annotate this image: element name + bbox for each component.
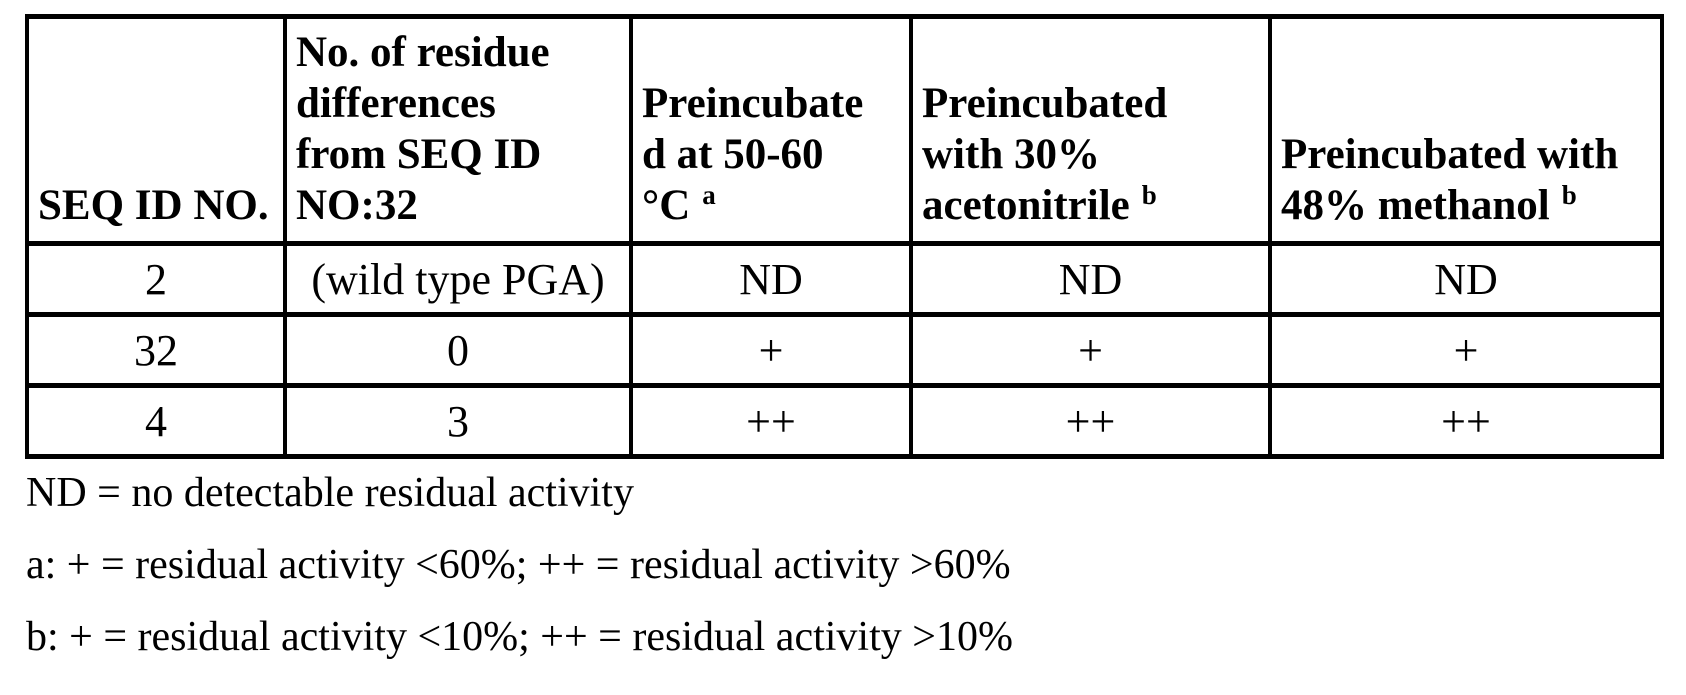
footnote-marker-b: b bbox=[1561, 179, 1577, 210]
column-header-preincubated-temp: Preincubate d at 50-60 °C a bbox=[629, 14, 913, 246]
cell-temp-result: ND bbox=[629, 241, 913, 317]
footnote-a: a: + = residual activity <60%; ++ = resi… bbox=[26, 542, 1011, 588]
cell-methanol-result: + bbox=[1268, 312, 1664, 388]
column-header-seq-id: SEQ ID NO. bbox=[25, 14, 287, 246]
cell-residue-differences: 0 bbox=[283, 312, 633, 388]
footnote-marker-b: b bbox=[1141, 179, 1157, 210]
cell-acetonitrile-result: + bbox=[909, 312, 1272, 388]
cell-temp-result: ++ bbox=[629, 383, 913, 459]
cell-temp-result: + bbox=[629, 312, 913, 388]
table-row: 4 3 ++ ++ ++ bbox=[25, 383, 1664, 459]
cell-residue-differences: (wild type PGA) bbox=[283, 241, 633, 317]
column-header-residue-differences: No. of residue differences from SEQ ID N… bbox=[283, 14, 633, 246]
column-header-residue-differences-label: No. of residue differences from SEQ ID N… bbox=[296, 29, 550, 229]
column-header-preincubated-methanol-label: Preincubated with 48% methanol bbox=[1281, 131, 1619, 229]
cell-residue-differences: 3 bbox=[283, 383, 633, 459]
stability-table: SEQ ID NO. No. of residue differences fr… bbox=[25, 14, 1664, 459]
footnote-nd: ND = no detectable residual activity bbox=[26, 470, 634, 516]
table-header-row: SEQ ID NO. No. of residue differences fr… bbox=[25, 14, 1664, 246]
cell-acetonitrile-result: ND bbox=[909, 241, 1272, 317]
cell-seq-id: 4 bbox=[25, 383, 287, 459]
cell-seq-id: 2 bbox=[25, 241, 287, 317]
cell-methanol-result: ND bbox=[1268, 241, 1664, 317]
table-footnotes: ND = no detectable residual activity a: … bbox=[26, 457, 1013, 673]
column-header-preincubated-acetonitrile: Preincubated with 30% acetonitrile b bbox=[909, 14, 1272, 246]
footnote-b: b: + = residual activity <10%; ++ = resi… bbox=[26, 614, 1013, 660]
column-header-preincubated-acetonitrile-label: Preincubated with 30% acetonitrile bbox=[922, 80, 1168, 229]
column-header-preincubated-temp-label: Preincubate d at 50-60 °C bbox=[642, 80, 864, 229]
cell-acetonitrile-result: ++ bbox=[909, 383, 1272, 459]
footnote-marker-a: a bbox=[702, 179, 716, 210]
cell-methanol-result: ++ bbox=[1268, 383, 1664, 459]
table-row: 32 0 + + + bbox=[25, 312, 1664, 388]
column-header-seq-id-label: SEQ ID NO. bbox=[38, 182, 269, 229]
table-row: 2 (wild type PGA) ND ND ND bbox=[25, 241, 1664, 317]
column-header-preincubated-methanol: Preincubated with 48% methanol b bbox=[1268, 14, 1664, 246]
cell-seq-id: 32 bbox=[25, 312, 287, 388]
